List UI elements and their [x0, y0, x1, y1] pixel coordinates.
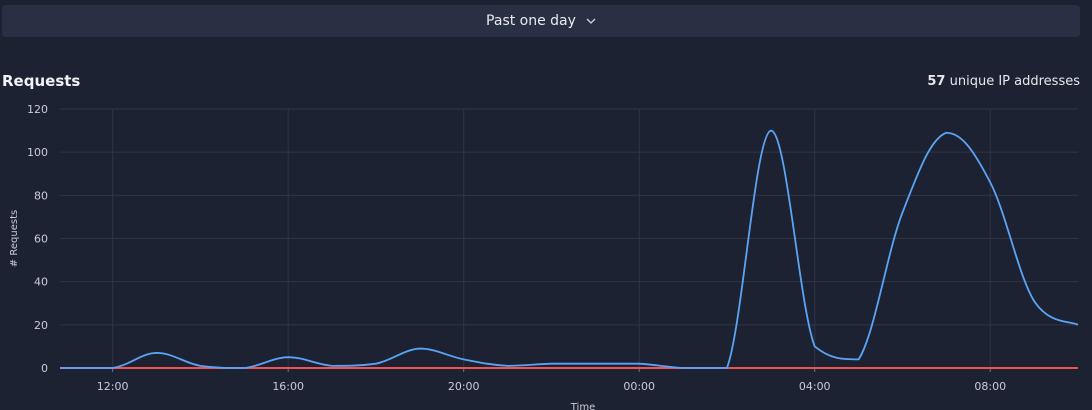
x-tick-label: 12:00: [97, 380, 129, 393]
y-tick-label: 100: [27, 146, 48, 159]
time-range-selector[interactable]: Past one day: [2, 5, 1080, 37]
chevron-down-icon: [586, 18, 596, 24]
y-tick-label: 20: [34, 319, 48, 332]
y-tick-label: 120: [27, 103, 48, 116]
requests-series-line: [60, 129, 1079, 369]
x-tick-label: 16:00: [272, 380, 304, 393]
y-axis-label: # Requests: [9, 210, 20, 267]
time-range-label: Past one day: [486, 13, 576, 29]
y-tick-label: 60: [34, 233, 48, 246]
unique-ip-label: unique IP addresses: [949, 73, 1080, 89]
x-tick-label: 04:00: [799, 380, 831, 393]
chart-header: Requests 57 unique IP addresses: [2, 70, 1080, 92]
chart-title: Requests: [2, 72, 81, 90]
unique-ip-summary: 57 unique IP addresses: [927, 74, 1080, 89]
x-axis-label: Time: [570, 402, 595, 410]
x-tick-label: 20:00: [448, 380, 480, 393]
y-tick-label: 40: [34, 276, 48, 289]
y-tick-label: 0: [41, 362, 48, 375]
x-tick-label: 08:00: [974, 380, 1006, 393]
unique-ip-count: 57: [927, 73, 946, 89]
y-tick-label: 80: [34, 189, 48, 202]
x-tick-label: 00:00: [623, 380, 655, 393]
